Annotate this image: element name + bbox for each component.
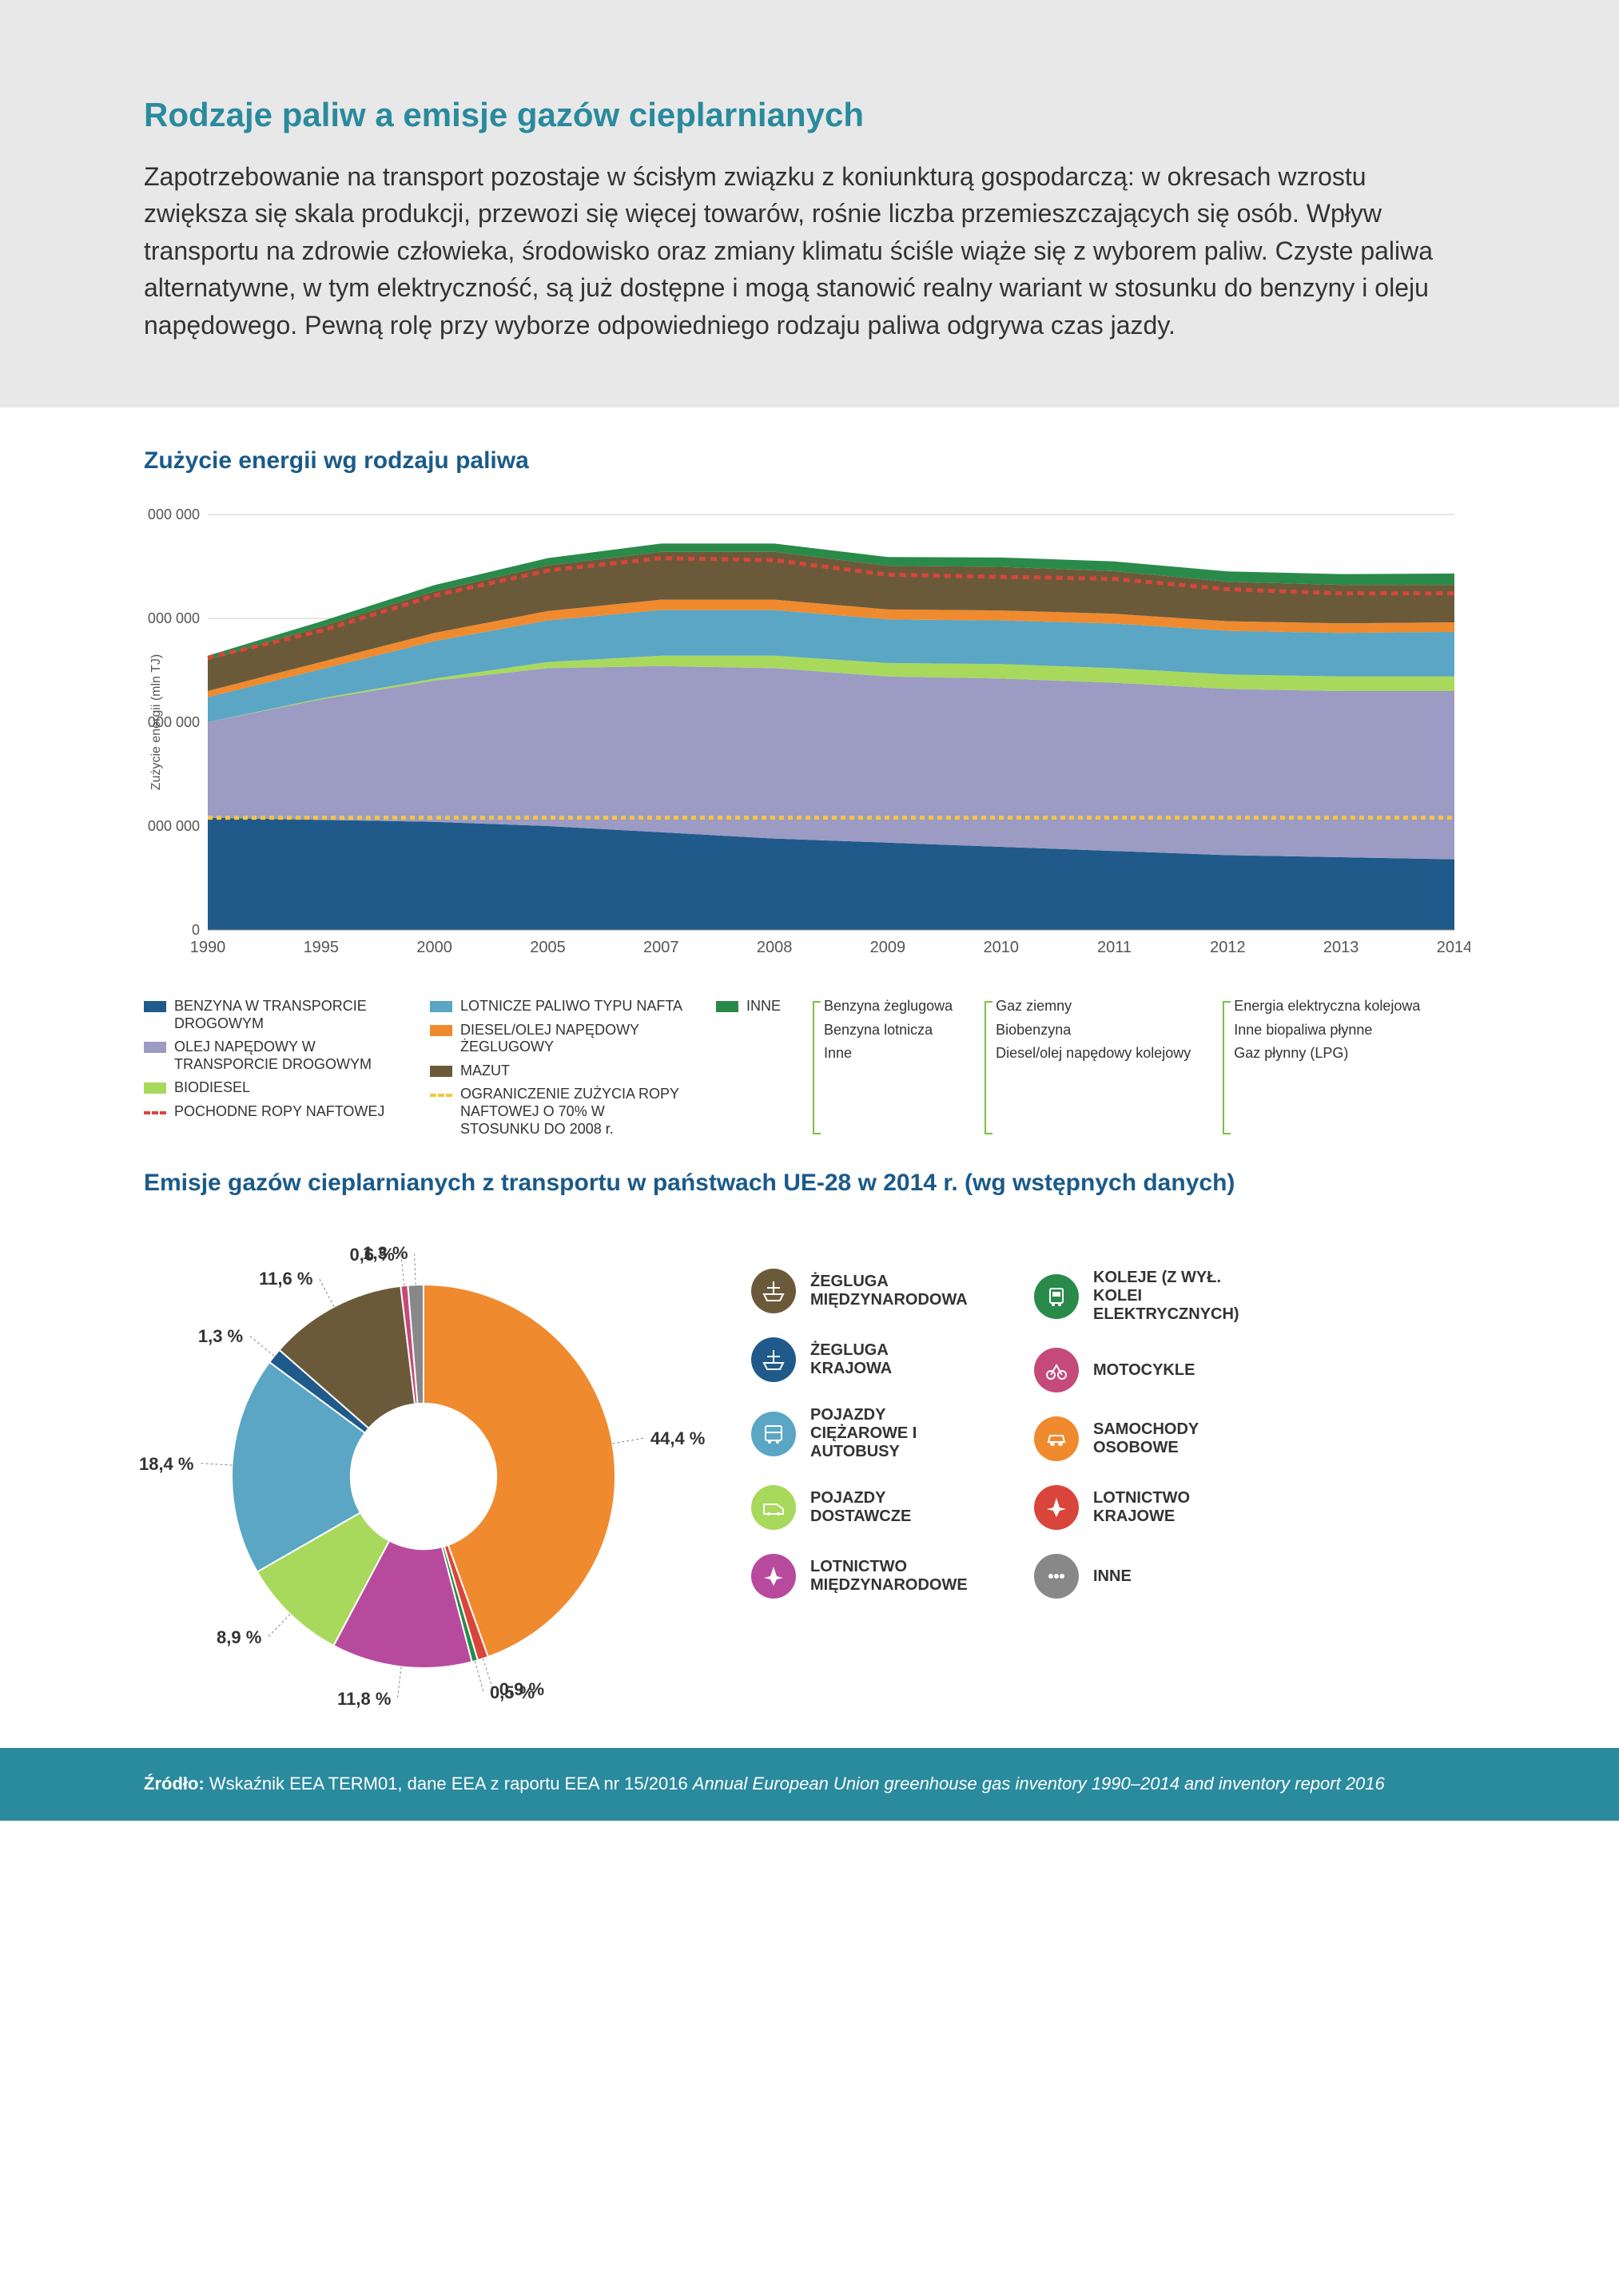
dots-icon <box>1034 1554 1079 1599</box>
svg-text:2014: 2014 <box>1437 939 1470 956</box>
pie-legend-item: ŻEGLUGA KRAJOWA <box>751 1337 970 1382</box>
pie-legend-label: INNE <box>1093 1567 1132 1586</box>
pie-legend-label: ŻEGLUGA MIĘDZYNARODOWA <box>810 1273 970 1309</box>
legend-item: POCHODNE ROPY NAFTOWEJ <box>144 1103 398 1121</box>
svg-text:2010: 2010 <box>983 939 1019 956</box>
legend-subitem: Gaz ziemny <box>996 998 1191 1015</box>
pie-slice-label: 1,3 % <box>198 1326 243 1347</box>
pie-legend-label: MOTOCYKLE <box>1093 1361 1195 1380</box>
legend-subitem: Inne <box>824 1045 953 1063</box>
legend-subitem: Biobenzyna <box>996 1022 1191 1039</box>
header-block: Rodzaje paliw a emisje gazów cieplarnian… <box>0 0 1619 407</box>
legend-item: DIESEL/OLEJ NAPĘDOWY ŻEGLUGOWY <box>430 1022 684 1056</box>
pie-slice-label: 0,5 % <box>490 1682 535 1703</box>
area-chart-title: Zużycie energii wg rodzaju paliwa <box>144 447 1475 475</box>
car-icon <box>1034 1416 1079 1461</box>
pie-slice-label: 11,6 % <box>259 1269 312 1289</box>
pie-legend-item: POJAZDY DOSTAWCZE <box>751 1485 970 1530</box>
intro-paragraph: Zapotrzebowanie na transport pozostaje w… <box>144 158 1475 344</box>
pie-legend-label: LOTNICTWO KRAJOWE <box>1093 1489 1253 1526</box>
pie-legend-label: KOLEJE (Z WYŁ. KOLEI ELEKTRYCZNYCH) <box>1093 1269 1253 1324</box>
pie-slice-label: 18,4 % <box>139 1454 194 1475</box>
ship-icon <box>751 1337 796 1382</box>
train-icon <box>1034 1274 1079 1319</box>
pie-slice-label: 44,4 % <box>650 1428 706 1449</box>
footer-prefix: Źródło: <box>144 1774 209 1794</box>
pie-legend: ŻEGLUGA MIĘDZYNARODOWA ŻEGLUGA KRAJOWA POJ… <box>751 1269 1253 1599</box>
content-area: Zużycie energii wg rodzaju paliwa 0 5 000… <box>0 407 1619 1716</box>
pie-chart-title: Emisje gazów cieplarnianych z transportu… <box>144 1170 1475 1197</box>
svg-text:5 000 000: 5 000 000 <box>144 818 200 834</box>
svg-text:2000: 2000 <box>416 939 452 956</box>
svg-text:2008: 2008 <box>757 939 793 956</box>
pie-legend-item: POJAZDY CIĘŻAROWE I AUTOBUSY <box>751 1406 970 1461</box>
ship-icon <box>751 1269 796 1313</box>
svg-text:2011: 2011 <box>1097 939 1132 956</box>
svg-text:2009: 2009 <box>870 939 906 956</box>
svg-text:2005: 2005 <box>530 939 566 956</box>
pie-chart: 44,4 %0,9 %0,5 %11,8 %8,9 %18,4 %1,3 %11… <box>144 1221 703 1716</box>
legend-subitem: Diesel/olej napędowy kolejowy <box>996 1045 1191 1063</box>
svg-text:1990: 1990 <box>190 939 226 956</box>
area-chart-legend: BENZYNA W TRANSPORCIE DROGOWYM OLEJ NAPĘD… <box>144 998 1475 1138</box>
legend-item: MAZUT <box>430 1063 684 1080</box>
svg-text:2012: 2012 <box>1210 939 1246 956</box>
bus-icon <box>751 1412 796 1456</box>
pie-slice-label: 11,8 % <box>337 1689 391 1710</box>
svg-text:0: 0 <box>192 922 200 938</box>
pie-legend-label: ŻEGLUGA KRAJOWA <box>810 1341 970 1378</box>
area-chart: 05 000 00010 000 00015 000 00020 000 000… <box>144 499 1475 982</box>
legend-subitem: Benzyna lotnicza <box>824 1022 953 1039</box>
pie-slice-label: 8,9 % <box>217 1627 261 1648</box>
pie-legend-item: ŻEGLUGA MIĘDZYNARODOWA <box>751 1269 970 1313</box>
pie-legend-item: MOTOCYKLE <box>1034 1348 1253 1392</box>
pie-legend-label: POJAZDY CIĘŻAROWE I AUTOBUSY <box>810 1406 970 1461</box>
svg-text:Zużycie energii (mln TJ): Zużycie energii (mln TJ) <box>149 654 163 790</box>
svg-text:2007: 2007 <box>643 939 679 956</box>
pie-legend-label: LOTNICTWO MIĘDZYNARODOWE <box>810 1558 970 1595</box>
moto-icon <box>1034 1348 1079 1392</box>
plane-icon <box>1034 1485 1079 1530</box>
pie-legend-item: LOTNICTWO MIĘDZYNARODOWE <box>751 1554 970 1599</box>
svg-text:20 000 000: 20 000 000 <box>144 506 200 522</box>
van-icon <box>751 1485 796 1530</box>
legend-item: LOTNICZE PALIWO TYPU NAFTA <box>430 998 684 1015</box>
legend-subitem: Gaz płynny (LPG) <box>1234 1045 1420 1063</box>
legend-item: OGRANICZENIE ZUŻYCIA ROPY NAFTOWEJ O 70%… <box>430 1086 684 1138</box>
legend-item: BENZYNA W TRANSPORCIE DROGOWYM <box>144 998 398 1032</box>
pie-legend-label: POJAZDY DOSTAWCZE <box>810 1489 970 1526</box>
pie-legend-item: SAMOCHODY OSOBOWE <box>1034 1416 1253 1461</box>
pie-legend-label: SAMOCHODY OSOBOWE <box>1093 1420 1253 1457</box>
pie-legend-item: LOTNICTWO KRAJOWE <box>1034 1485 1253 1530</box>
footer-text: Wskaźnik EEA TERM01, dane EEA z raportu … <box>209 1774 693 1794</box>
page-title: Rodzaje paliw a emisje gazów cieplarnian… <box>144 96 1475 134</box>
svg-text:2013: 2013 <box>1323 939 1359 956</box>
svg-text:15 000 000: 15 000 000 <box>144 610 200 626</box>
source-footer: Źródło: Wskaźnik EEA TERM01, dane EEA z … <box>0 1748 1619 1821</box>
pie-legend-item: KOLEJE (Z WYŁ. KOLEI ELEKTRYCZNYCH) <box>1034 1269 1253 1324</box>
pie-section: 44,4 %0,9 %0,5 %11,8 %8,9 %18,4 %1,3 %11… <box>144 1221 1475 1716</box>
pie-slice-label: 1,3 % <box>363 1243 408 1264</box>
area-chart-svg: 05 000 00010 000 00015 000 00020 000 000… <box>144 499 1470 978</box>
svg-text:1995: 1995 <box>304 939 340 956</box>
legend-subitem: Energia elektryczna kolejowa <box>1234 998 1420 1015</box>
footer-italic: Annual European Union greenhouse gas inv… <box>693 1774 1385 1794</box>
legend-subitem: Benzyna żeglugowa <box>824 998 953 1015</box>
legend-item: BIODIESEL <box>144 1079 398 1097</box>
legend-item: OLEJ NAPĘDOWY W TRANSPORCIE DROGOWYM <box>144 1039 398 1073</box>
legend-item: INNE <box>716 998 781 1015</box>
legend-subitem: Inne biopaliwa płynne <box>1234 1022 1420 1039</box>
pie-legend-item: INNE <box>1034 1554 1253 1599</box>
plane-icon <box>751 1554 796 1599</box>
